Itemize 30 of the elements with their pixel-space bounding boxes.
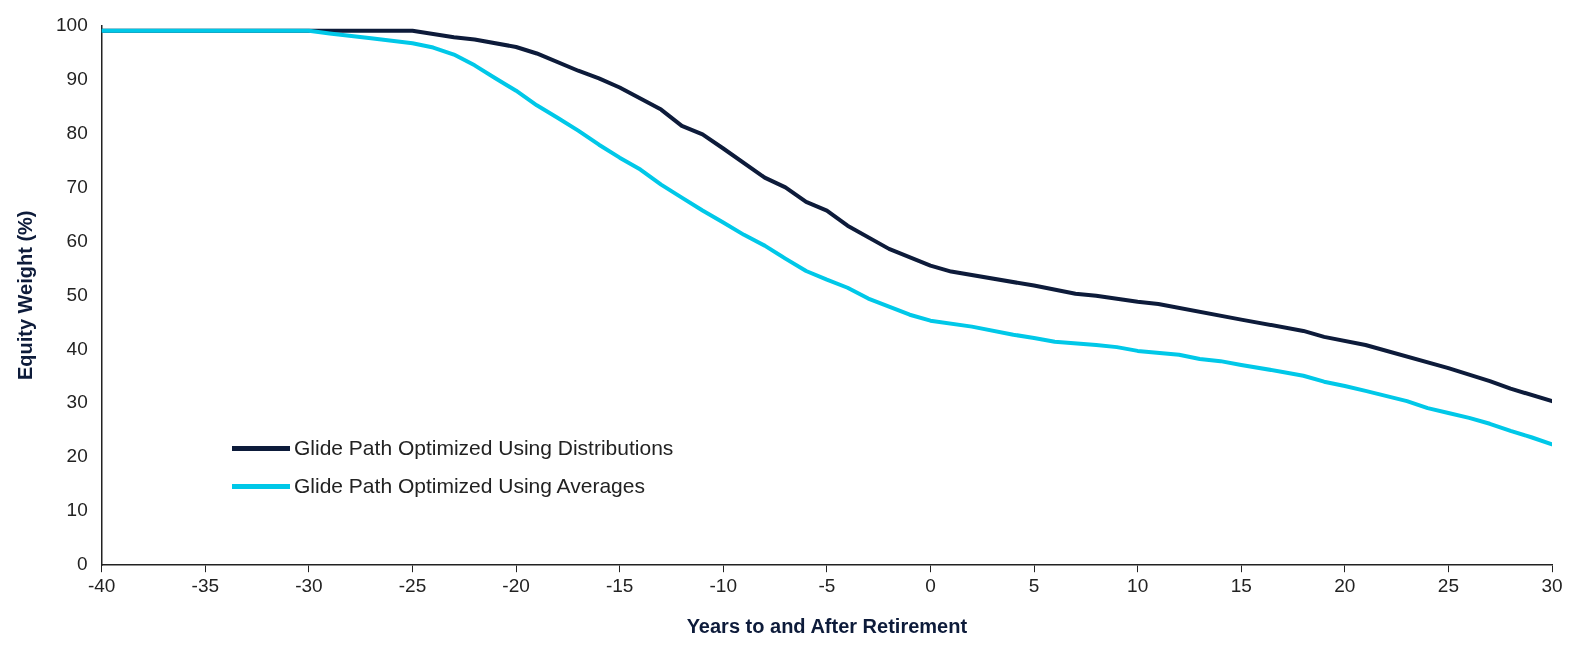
- x-tick-label: 5: [1028, 574, 1040, 596]
- y-tick-label: 70: [66, 175, 88, 197]
- x-tick-label: 30: [1541, 574, 1563, 596]
- x-tick-label: 10: [1127, 574, 1149, 596]
- x-tick-label: 0: [925, 574, 936, 596]
- y-tick-label: 90: [66, 67, 88, 89]
- x-tick-label: -30: [295, 574, 323, 596]
- x-tick-label: -25: [398, 574, 427, 596]
- y-tick-label: 100: [56, 13, 88, 35]
- x-tick-label: -10: [709, 574, 737, 596]
- x-tick-label: 20: [1334, 574, 1356, 596]
- x-tick-label: -35: [191, 574, 220, 596]
- x-tick-label: 25: [1437, 574, 1459, 596]
- legend-label: Glide Path Optimized Using Averages: [294, 474, 645, 498]
- y-tick-label: 80: [66, 121, 88, 143]
- y-axis-title: Equity Weight (%): [13, 210, 36, 381]
- y-tick-label: 30: [66, 391, 88, 413]
- legend-label: Glide Path Optimized Using Distributions: [294, 436, 674, 460]
- y-tick-label: 50: [66, 283, 88, 305]
- y-tick-label: 0: [77, 553, 88, 575]
- x-tick-label: 15: [1230, 574, 1252, 596]
- y-tick-label: 60: [66, 229, 88, 251]
- x-axis-title: Years to and After Retirement: [686, 614, 968, 637]
- x-tick-label: -5: [818, 574, 836, 596]
- x-tick-label: -15: [605, 574, 634, 596]
- x-tick-label: -20: [502, 574, 530, 596]
- y-tick-label: 10: [66, 499, 88, 521]
- y-tick-label: 20: [66, 445, 88, 467]
- x-tick-label: -40: [87, 574, 116, 596]
- y-tick-label: 40: [66, 337, 88, 359]
